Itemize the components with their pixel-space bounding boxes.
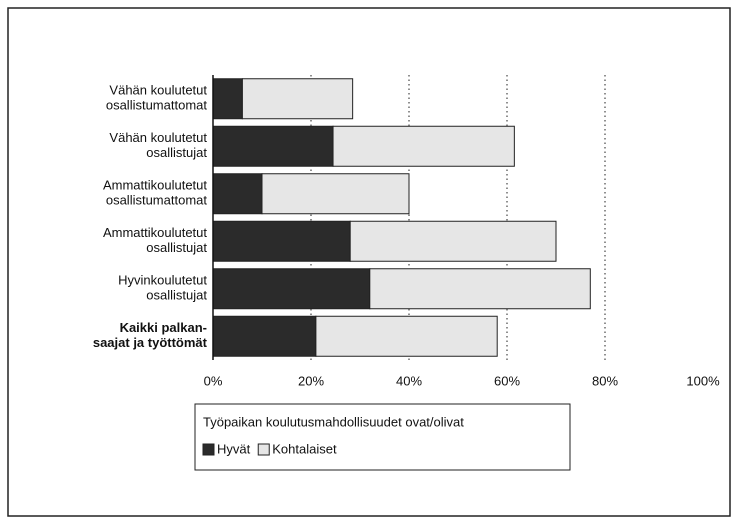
x-tick-label: 80% (592, 373, 618, 388)
bar-segment (212, 268, 371, 310)
bar-segment (369, 268, 591, 310)
bar-segment (212, 220, 351, 262)
bar-segment (212, 78, 243, 120)
y-tick-label: Vähän koulutetut osallistujat (109, 130, 207, 160)
y-tick-label: Ammattikoulutetut osallistujat (103, 225, 207, 255)
legend-label: Kohtalaiset (272, 441, 337, 456)
bar-segment (212, 125, 334, 167)
x-tick-label: 20% (298, 373, 324, 388)
legend-title: Työpaikan koulutusmahdollisuudet ovat/ol… (203, 414, 464, 429)
bar-segment (332, 125, 515, 167)
x-tick-label: 60% (494, 373, 520, 388)
x-tick-label: 40% (396, 373, 422, 388)
legend-label: Hyvät (217, 441, 251, 456)
y-tick-label: Vähän koulutetut osallistumattomat (106, 83, 208, 113)
bar-segment (315, 315, 498, 357)
legend-swatch (257, 443, 270, 456)
y-tick-label: Ammattikoulutetut osallistumattomat (103, 178, 207, 208)
bar-segment (212, 315, 317, 357)
y-tick-label: Hyvinkoulutetut osallistujat (118, 273, 207, 303)
legend-swatch (202, 443, 215, 456)
y-tick-label: Kaikki palkan-saajat ja työttömät (93, 320, 208, 350)
legend-box (194, 403, 571, 471)
bar-segment (261, 173, 410, 215)
bar-segment (241, 78, 354, 120)
x-tick-label: 100% (686, 373, 720, 388)
x-tick-label: 0% (204, 373, 223, 388)
frame (7, 7, 731, 517)
bar-segment (349, 220, 557, 262)
bar-segment (212, 173, 263, 215)
